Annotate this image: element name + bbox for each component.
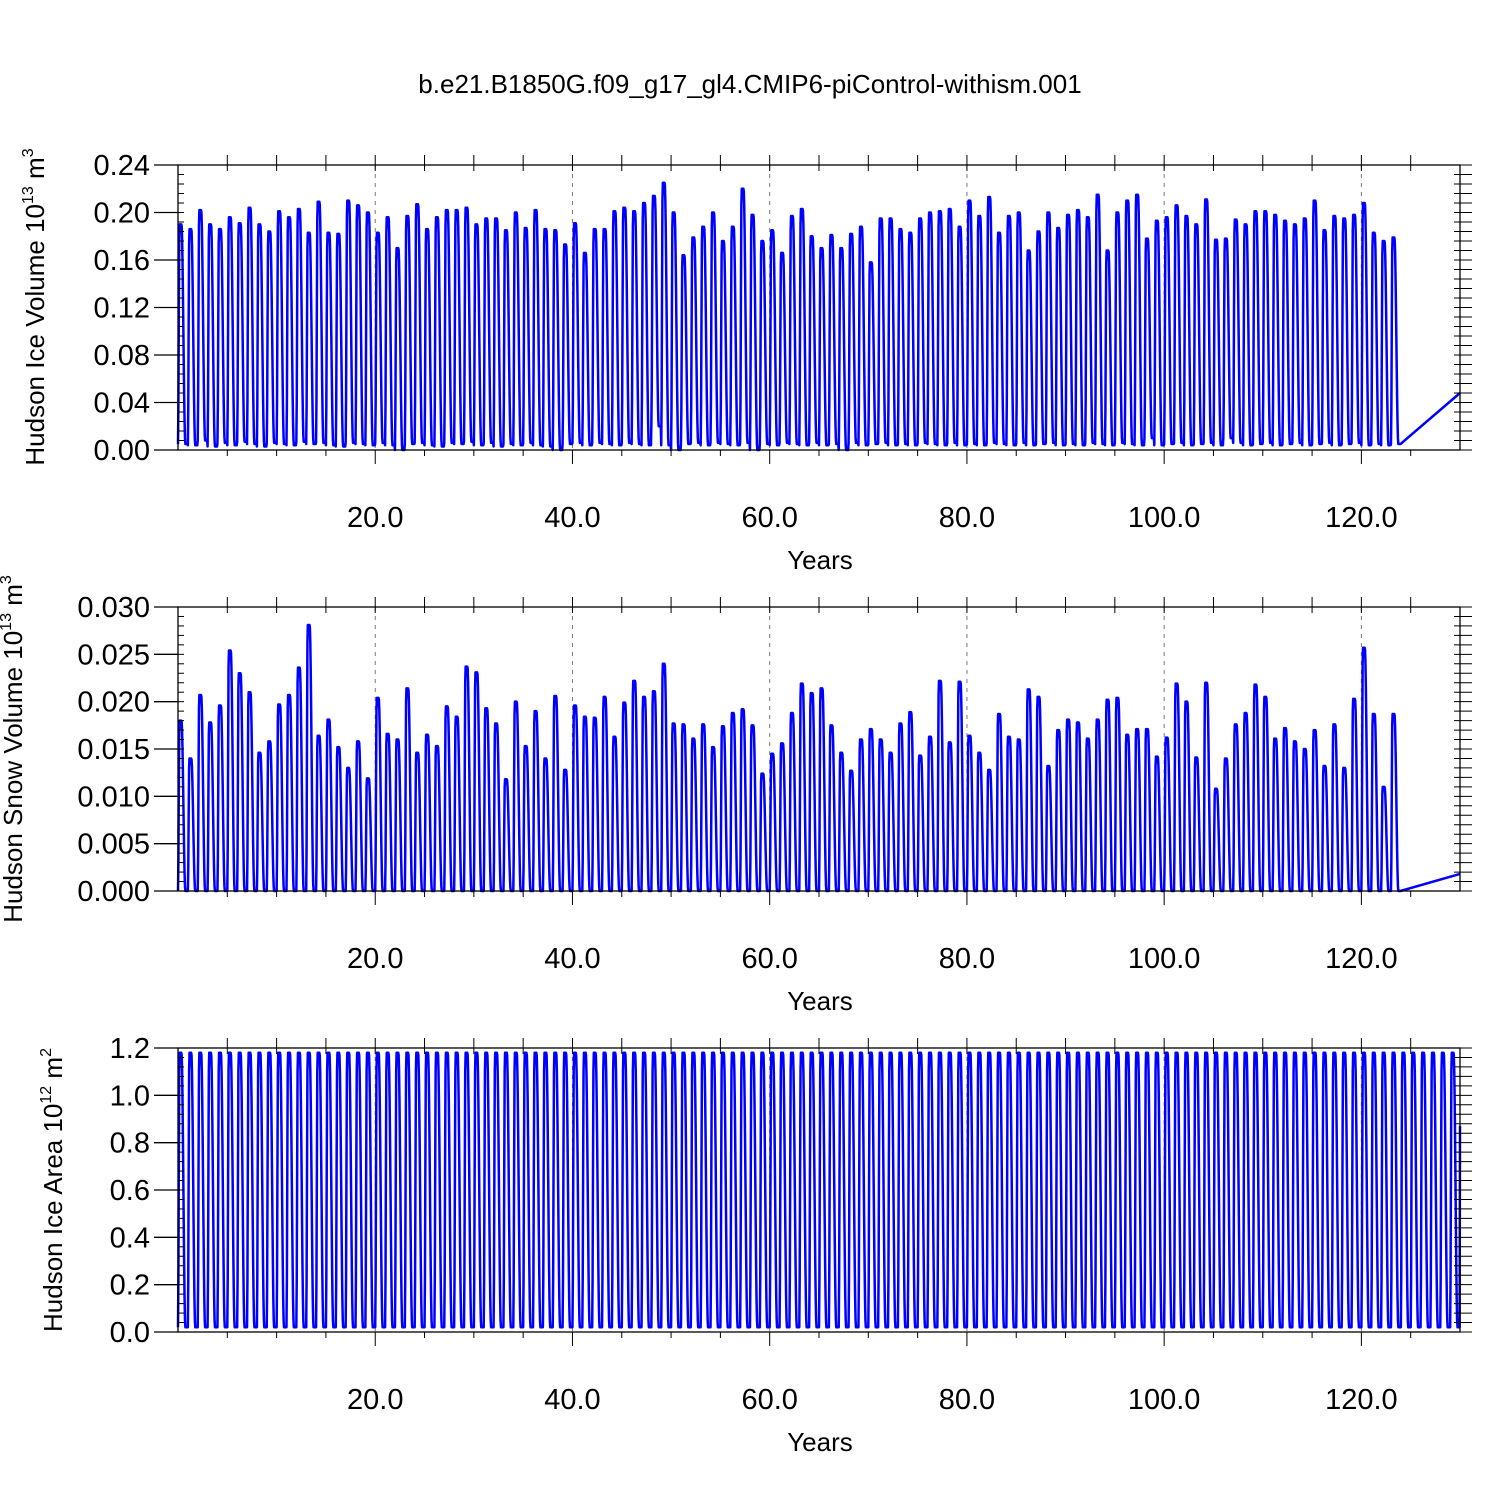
y-tick-label: 0.08 [94,340,150,372]
x-tick-label: 40.0 [544,502,600,534]
x-tick-label: 120.0 [1325,943,1398,975]
x-tick-label: 80.0 [939,943,995,975]
y-tick-label: 1.2 [110,1033,150,1065]
x-tick-label: 40.0 [544,1384,600,1416]
y-tick-label: 0.00 [94,435,150,467]
y-tick-label: 0.24 [94,150,150,182]
y-tick-label: 0.20 [94,198,150,230]
y-tick-label: 0.4 [110,1222,150,1254]
y-tick-label: 0.12 [94,293,150,325]
x-tick-label: 20.0 [347,943,403,975]
y-axis-label: Hudson Ice Area 1012 m2 [38,1048,68,1332]
ice-volume-panel: 0.00 0.04 0.08 0.12 0.16 0.20 0.24 20.0 40.0 60.0… [20,148,1472,575]
x-tick-label: 120.0 [1325,1384,1398,1416]
x-tick-label: 20.0 [347,1384,403,1416]
data-series-line [176,623,1461,893]
y-tick-label: 0.010 [77,781,150,813]
data-series-line [176,181,1461,452]
x-tick-label: 100.0 [1128,943,1201,975]
x-tick-label: 20.0 [347,502,403,534]
y-tick-label: 0.2 [110,1270,150,1302]
y-tick-label: 0.025 [77,639,150,671]
x-tick-label: 60.0 [741,943,797,975]
y-tick-label: 0.0 [110,1317,150,1349]
x-axis-label: Years [787,545,853,575]
data-series-line [176,1051,1462,1329]
x-tick-label: 100.0 [1128,1384,1201,1416]
y-tick-label: 0.04 [94,388,150,420]
y-tick-label: 0.8 [110,1128,150,1160]
snow-volume-panel: 0.000 0.005 0.010 0.015 0.020 0.025 0.030 20.0 4… [0,575,1472,1016]
y-tick-label: 0.030 [77,592,150,624]
y-tick-label: 1.0 [110,1080,150,1112]
x-tick-label: 60.0 [741,1384,797,1416]
y-tick-label: 0.020 [77,687,150,719]
x-tick-label: 80.0 [939,502,995,534]
x-tick-label: 60.0 [741,502,797,534]
y-tick-label: 0.000 [77,876,150,908]
y-axis-label: Hudson Snow Volume 1013 m3 [0,575,28,923]
ice-area-panel: 0.0 0.2 0.4 0.6 0.8 1.0 1.2 20.0 40.0 60.0 80.0 100… [38,1033,1472,1457]
y-tick-label: 0.16 [94,245,150,277]
x-tick-label: 80.0 [939,1384,995,1416]
y-tick-label: 0.015 [77,734,150,766]
x-tick-label: 100.0 [1128,502,1201,534]
x-tick-label: 120.0 [1325,502,1398,534]
y-tick-label: 0.6 [110,1175,150,1207]
figure-title: b.e21.B1850G.f09_g17_gl4.CMIP6-piControl… [418,69,1081,99]
y-axis-label: Hudson Ice Volume 1013 m3 [20,148,50,465]
x-axis-label: Years [787,1427,853,1457]
y-tick-label: 0.005 [77,829,150,861]
x-axis-label: Years [787,986,853,1016]
x-tick-label: 40.0 [544,943,600,975]
